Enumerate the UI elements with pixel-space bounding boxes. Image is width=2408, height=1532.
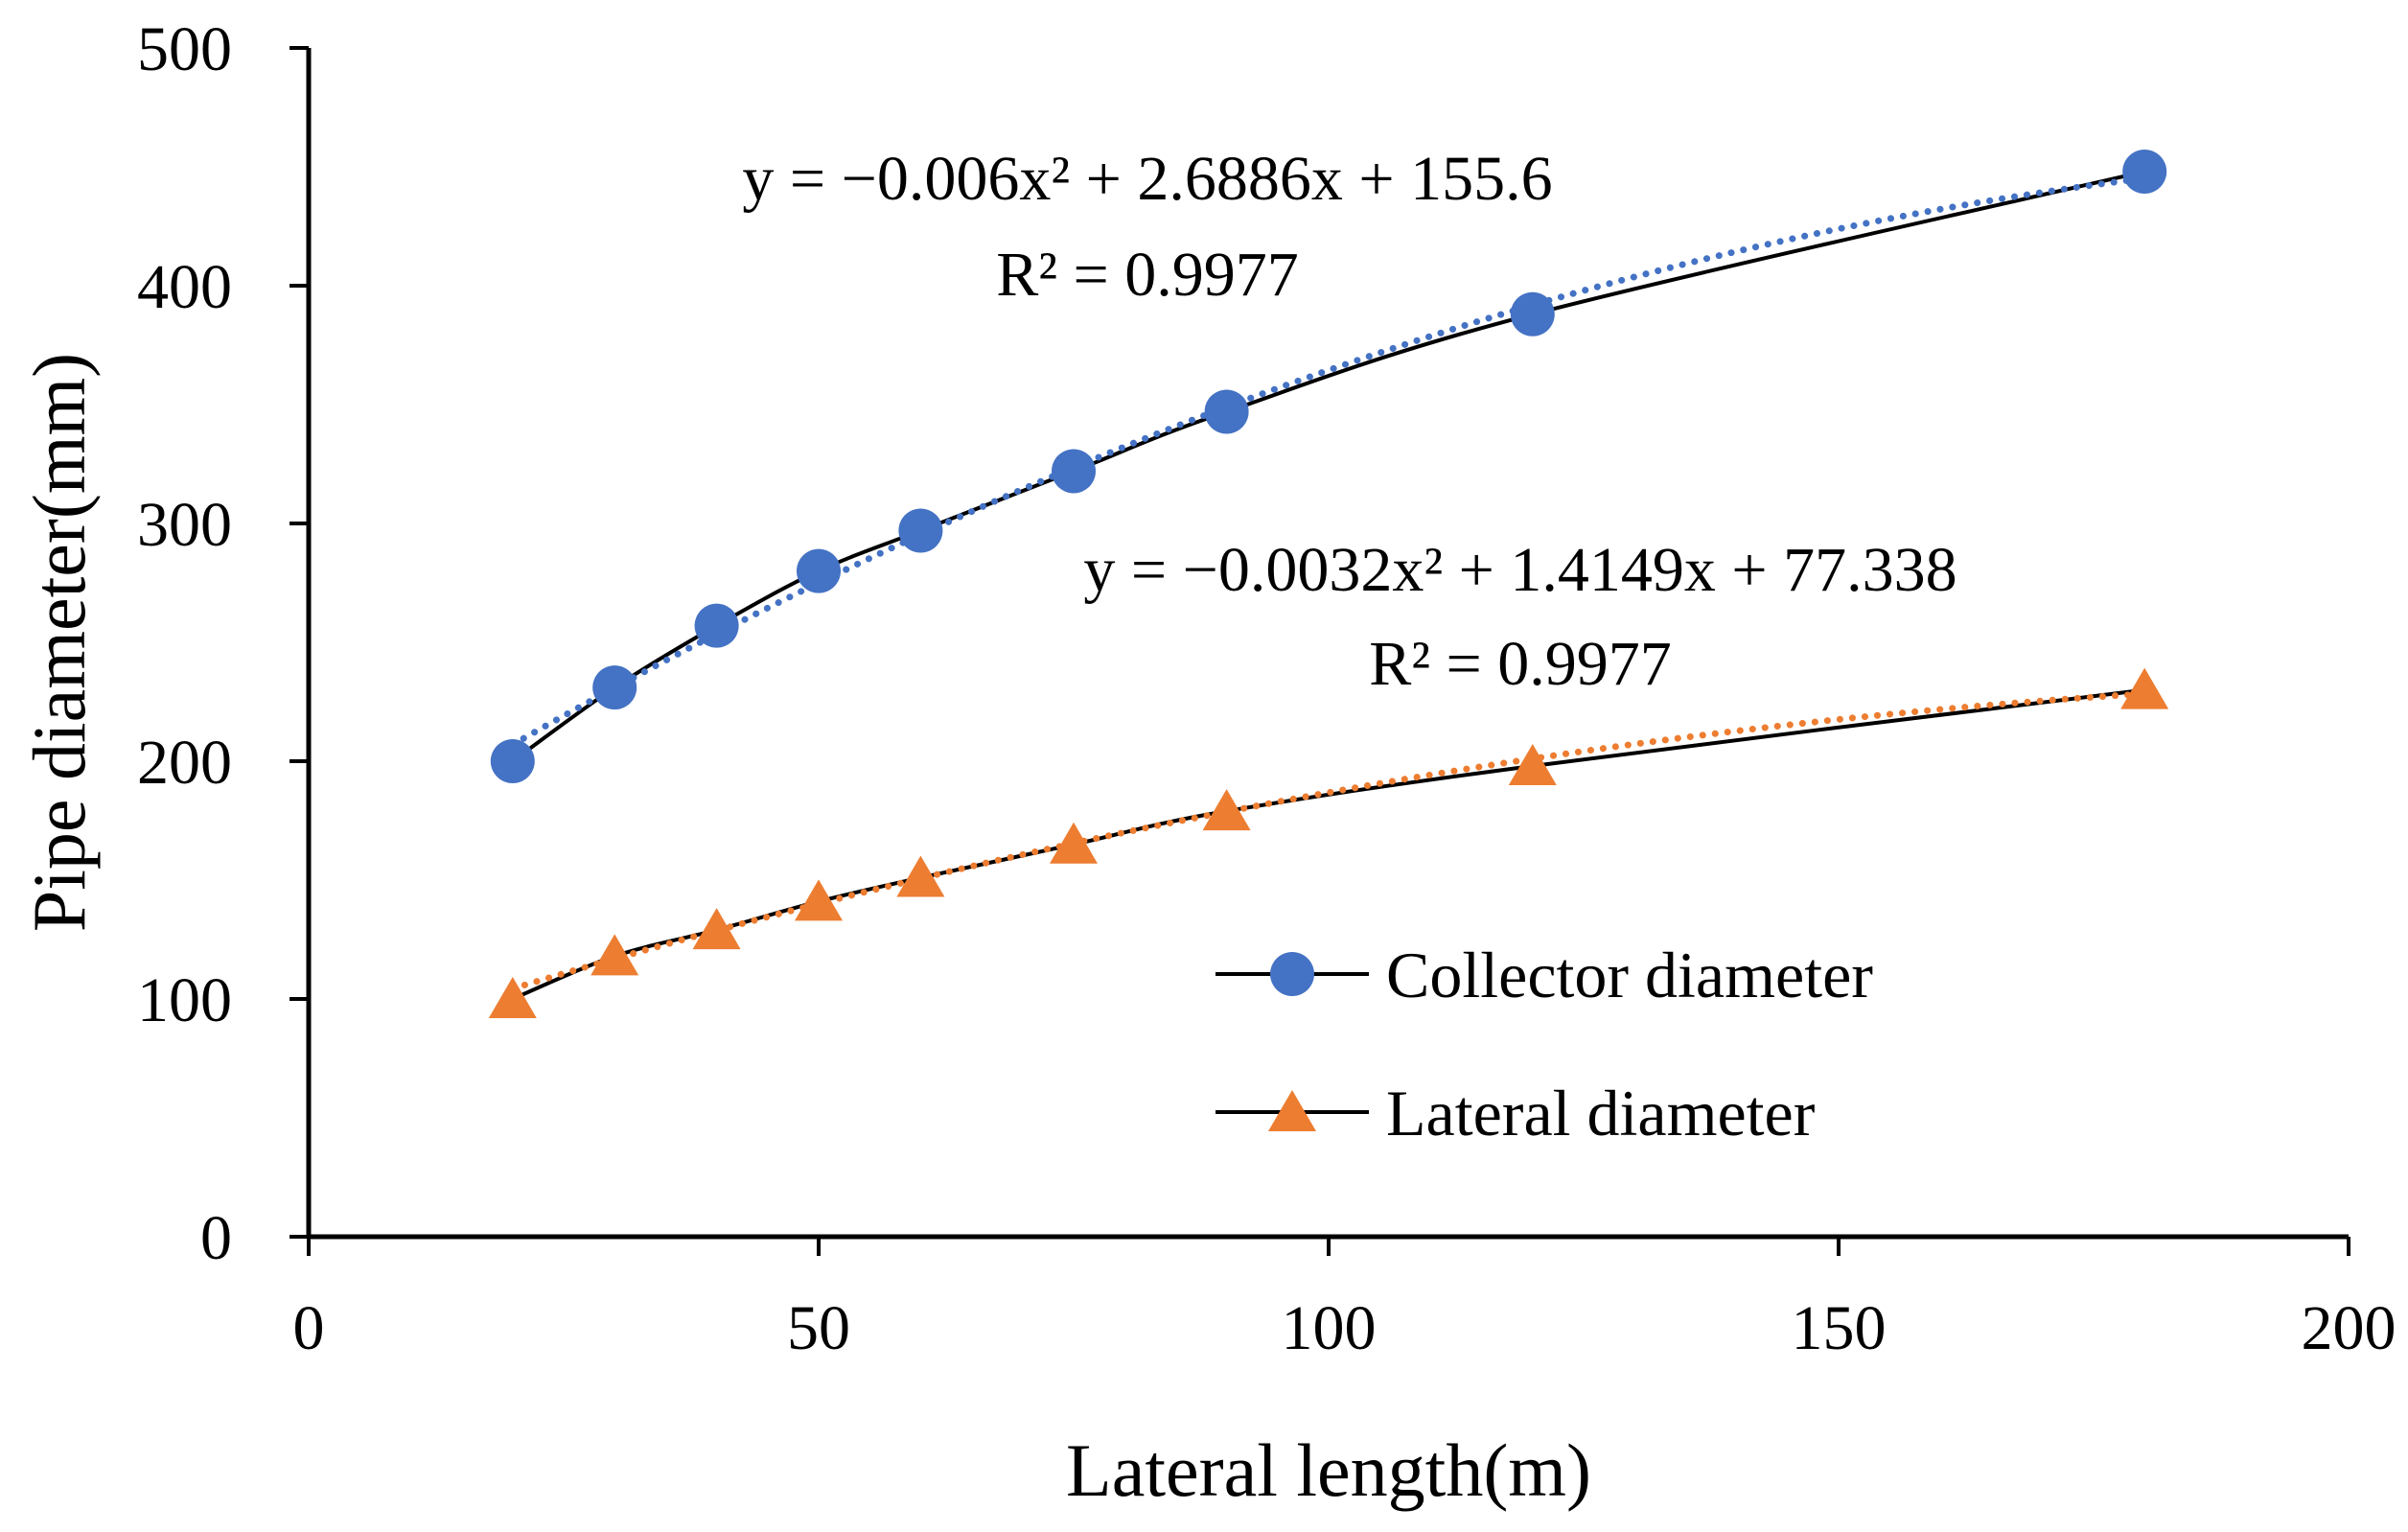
x-tick-label: 100	[1282, 1293, 1377, 1363]
collector-point	[1204, 389, 1249, 434]
collector-point	[898, 508, 943, 553]
x-axis-label: Lateral length(m)	[1066, 1428, 1591, 1512]
lateral-r2: R² = 0.9977	[1369, 629, 1672, 699]
lateral-point	[795, 879, 843, 921]
legend-collector-marker	[1270, 952, 1314, 996]
y-tick-label: 500	[137, 14, 232, 84]
x-tick-label: 200	[2302, 1293, 2396, 1363]
y-tick-label: 0	[200, 1203, 232, 1273]
legend: Collector diameter Lateral diameter	[1216, 939, 1873, 1149]
y-axis-label: Pipe diameter(mm)	[17, 353, 101, 932]
lateral-point	[488, 977, 537, 1018]
lateral-point	[692, 908, 741, 950]
legend-collector-label: Collector diameter	[1386, 939, 1873, 1011]
collector-equation: y = −0.006x² + 2.6886x + 155.6	[742, 144, 1552, 214]
lateral-point	[1202, 789, 1251, 831]
lateral-point	[1508, 743, 1557, 785]
collector-point	[1052, 449, 1096, 494]
y-tick-label: 200	[137, 728, 232, 798]
lateral-equation: y = −0.0032x² + 1.4149x + 77.338	[1083, 535, 1956, 605]
y-tick-label: 300	[137, 490, 232, 560]
legend-lateral-label: Lateral diameter	[1386, 1077, 1816, 1149]
collector-point	[2122, 149, 2167, 194]
legend-lateral-marker	[1268, 1090, 1316, 1131]
lateral-point	[896, 855, 945, 897]
collector-point	[694, 603, 739, 648]
collector-point	[592, 665, 637, 710]
lateral-trendline	[509, 690, 2148, 992]
x-tick-label: 50	[787, 1293, 850, 1363]
collector-point	[490, 739, 535, 783]
collector-r2: R² = 0.9977	[996, 240, 1299, 310]
lateral-point	[590, 934, 639, 976]
x-ticks: 0 50 100 150 200	[293, 1237, 2396, 1363]
y-ticks: 0 100 200 300 400 500	[137, 14, 309, 1273]
x-tick-label: 0	[293, 1293, 325, 1363]
collector-point	[1510, 291, 1555, 337]
trendlines	[509, 174, 2148, 992]
data-markers	[488, 149, 2169, 1018]
collector-trendline	[509, 174, 2148, 749]
lateral-series-line	[512, 687, 2145, 1001]
collector-series-line	[511, 170, 2145, 763]
y-tick-label: 400	[137, 252, 232, 322]
y-tick-label: 100	[137, 965, 232, 1035]
lateral-point	[2120, 667, 2169, 709]
x-tick-label: 150	[1792, 1293, 1887, 1363]
collector-point	[797, 548, 841, 593]
lateral-point	[1050, 822, 1098, 864]
